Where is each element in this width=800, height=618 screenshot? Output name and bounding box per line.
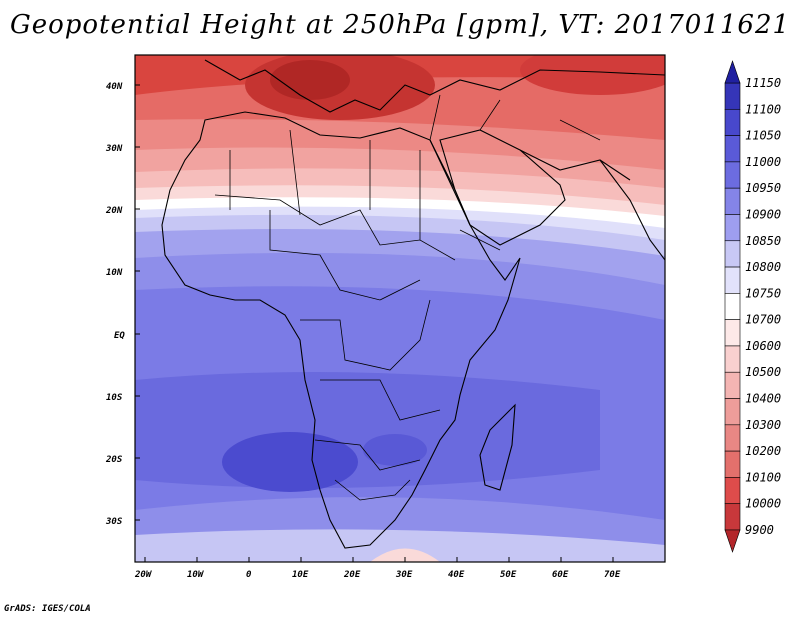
colorbar-label: 10700	[745, 313, 781, 327]
colorbar-swatch	[724, 424, 741, 452]
colorbar-swatch	[724, 187, 741, 215]
colorbar-label: 10600	[745, 339, 781, 353]
y-tick-label: EQ	[114, 331, 125, 341]
colorbar-label: 10750	[745, 286, 781, 300]
x-tick-label: 30E	[395, 570, 413, 580]
colorbar-label: 10950	[745, 181, 781, 195]
colorbar-swatch	[724, 214, 741, 242]
colorbar: 11150 11100 11050 11000 10950 10900 10850 10800…	[724, 60, 781, 553]
x-tick-label: 50E	[500, 570, 517, 580]
borders	[214, 94, 601, 501]
colorbar-swatch	[724, 371, 741, 399]
colorbar-swatch	[724, 293, 741, 320]
height-field	[135, 55, 665, 562]
x-tick-label: 10E	[292, 570, 309, 580]
x-tick-label: 20W	[134, 570, 153, 580]
colorbar-swatch	[724, 240, 741, 268]
x-tick-label: 0	[246, 570, 252, 580]
band-10900	[135, 252, 665, 320]
plot-frame	[134, 54, 666, 563]
colorbar-label: 10500	[745, 365, 781, 379]
band-11050	[222, 432, 358, 492]
y-tick-label: 40N	[106, 82, 123, 92]
x-tick-label: 70E	[604, 570, 621, 580]
y-tick-label: 10S	[106, 393, 123, 403]
colorbar-label: 10800	[745, 260, 781, 274]
x-tick-label: 10W	[187, 570, 205, 580]
colorbar-label: 10200	[745, 444, 781, 458]
colorbar-label: 10400	[745, 392, 781, 406]
europe-coast	[204, 59, 665, 113]
map-title: Geopotential Height at 250hPa [gpm], VT:…	[9, 10, 791, 40]
red-sea	[429, 139, 471, 226]
colorbar-swatch	[724, 450, 741, 478]
y-tick-label: 30N	[105, 144, 123, 154]
y-axis: 40N 30N 20N 10N EQ 10S 20S 30S	[105, 82, 140, 527]
arabia	[439, 129, 566, 246]
colorbar-swatch	[724, 266, 741, 294]
coastlines	[161, 59, 665, 549]
india-coast	[599, 159, 665, 261]
y-tick-label: 20N	[105, 206, 123, 216]
band-11000	[135, 372, 600, 488]
band-10050-east	[520, 55, 665, 95]
madagascar	[479, 403, 516, 491]
colorbar-bottom-arrow	[724, 529, 741, 553]
x-tick-label: 60E	[552, 570, 569, 580]
colorbar-swatch	[724, 319, 741, 347]
credit-label: GrADS: IGES/COLA	[4, 604, 91, 614]
colorbar-label: 11100	[745, 102, 781, 116]
colorbar-label: 11150	[745, 76, 781, 90]
colorbar-swatch	[724, 477, 741, 505]
colorbar-label: 10850	[745, 234, 781, 248]
band-9900	[270, 60, 350, 100]
colorbar-label: 10300	[745, 418, 781, 432]
y-tick-label: 10N	[106, 268, 123, 278]
colorbar-swatch	[724, 345, 741, 373]
colorbar-swatch	[724, 398, 741, 426]
colorbar-label: 10900	[745, 207, 781, 221]
y-tick-label: 30S	[105, 517, 123, 527]
colorbar-label: 9900	[745, 523, 774, 537]
colorbar-label: 11050	[745, 129, 781, 143]
colorbar-label: 10000	[745, 497, 781, 511]
x-axis: 20W 10W 0 10E 20E 30E 40E 50E 60E 70E	[134, 557, 621, 580]
y-tick-label: 20S	[105, 455, 123, 465]
band-10600-south	[370, 548, 440, 562]
persian-gulf	[519, 149, 631, 181]
band-10800-south	[135, 529, 665, 562]
colorbar-swatch	[724, 161, 741, 189]
band-10800	[135, 214, 665, 262]
x-tick-label: 40E	[448, 570, 465, 580]
band-11050b	[363, 434, 427, 466]
colorbar-label: 11000	[745, 155, 781, 169]
colorbar-swatch	[724, 108, 741, 136]
colorbar-swatch	[724, 82, 741, 110]
colorbar-swatch	[724, 135, 741, 163]
x-tick-label: 20E	[343, 570, 361, 580]
colorbar-swatch	[724, 503, 741, 531]
colorbar-label: 10100	[745, 470, 781, 484]
colorbar-top-arrow	[724, 60, 741, 84]
